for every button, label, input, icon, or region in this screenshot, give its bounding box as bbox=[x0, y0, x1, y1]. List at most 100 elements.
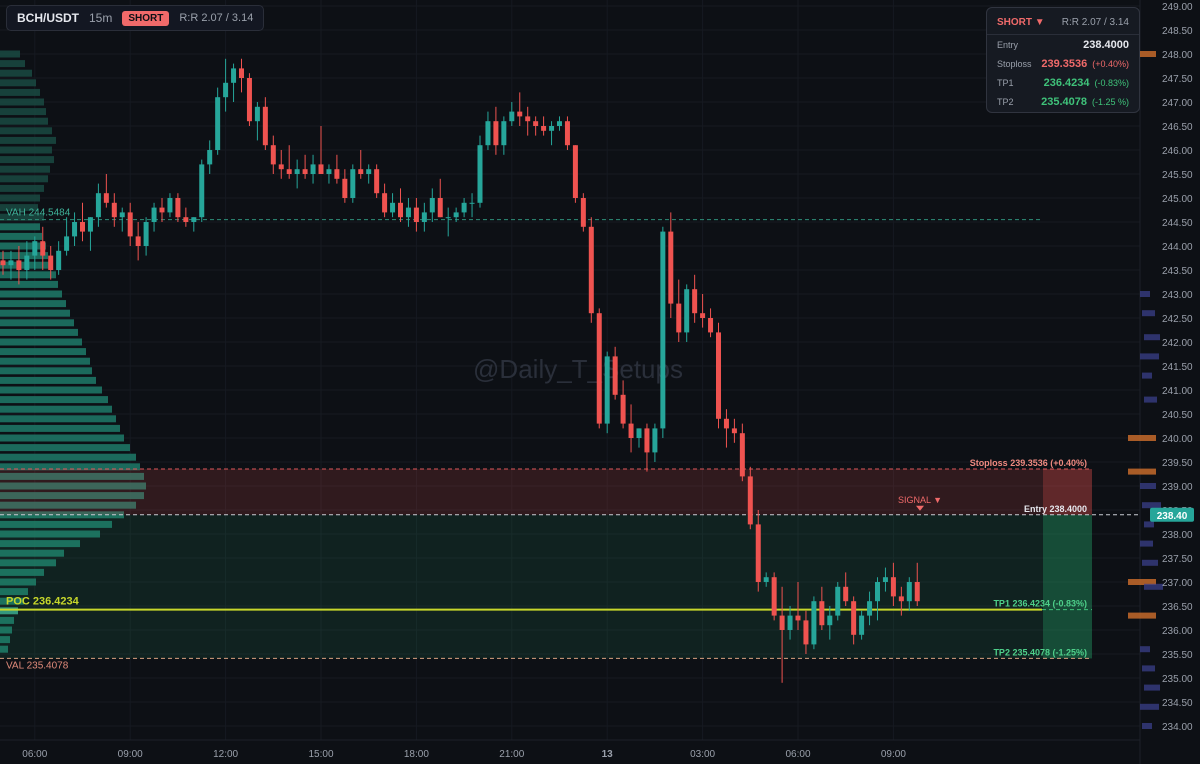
candle-body bbox=[24, 255, 30, 270]
volume-profile-bar bbox=[0, 405, 112, 413]
volume-profile-bar bbox=[0, 88, 40, 96]
panel-value: 238.4000 bbox=[1083, 38, 1129, 51]
price-tick-label: 246.00 bbox=[1162, 146, 1193, 157]
risk-reward-label: R:R 2.07 / 3.14 bbox=[179, 12, 254, 24]
candle-body bbox=[867, 601, 873, 616]
timeframe-label[interactable]: 15m bbox=[89, 11, 113, 25]
price-tick-label: 245.00 bbox=[1162, 194, 1193, 205]
candle-body bbox=[80, 222, 85, 232]
candle-body bbox=[549, 126, 555, 131]
volume-profile-bar bbox=[0, 453, 136, 461]
volume-profile-bar bbox=[0, 434, 124, 442]
signal-label: SIGNAL ▼ bbox=[898, 495, 942, 505]
candle-body bbox=[398, 202, 403, 218]
candle-body bbox=[413, 207, 419, 222]
volume-profile-bar bbox=[0, 578, 36, 586]
candle-body bbox=[461, 202, 467, 213]
candle-body bbox=[819, 601, 825, 626]
panel-rr: R:R 2.07 / 3.14 bbox=[1061, 17, 1129, 28]
price-tick-label: 248.50 bbox=[1162, 26, 1193, 37]
time-tick-label: 03:00 bbox=[690, 749, 715, 760]
candle-body bbox=[882, 577, 888, 582]
candle-body bbox=[517, 111, 523, 117]
volume-profile-bar bbox=[0, 79, 36, 87]
stoploss-zone bbox=[0, 469, 1092, 515]
candle-body bbox=[692, 289, 698, 314]
candle-body bbox=[803, 620, 809, 645]
panel-row-stoploss: Stoploss 239.3536 (+0.40%) bbox=[987, 54, 1139, 73]
volume-profile-bar bbox=[0, 492, 144, 500]
panel-value: 239.3536 bbox=[1041, 57, 1088, 70]
volume-profile-bar bbox=[0, 367, 92, 375]
candle-body bbox=[326, 169, 332, 174]
candle-body bbox=[628, 423, 634, 438]
candle-body bbox=[167, 198, 173, 213]
panel-pct: (+0.40%) bbox=[1092, 58, 1129, 69]
candle-body bbox=[286, 169, 292, 174]
tp1-label: TP1 236.4234 (-0.83%) bbox=[993, 599, 1087, 609]
symbol-label[interactable]: BCH/USDT bbox=[17, 11, 79, 25]
candle-body bbox=[382, 193, 388, 213]
volume-profile-bar bbox=[0, 386, 102, 394]
panel-label: TP1 bbox=[997, 77, 1014, 88]
candle-body bbox=[564, 121, 570, 146]
candle-body bbox=[795, 615, 801, 621]
panel-label: Stoploss bbox=[997, 58, 1032, 69]
candle-body bbox=[541, 126, 547, 131]
volume-profile-bar bbox=[0, 300, 66, 308]
candle-body bbox=[48, 255, 54, 270]
time-tick-label: 09:00 bbox=[118, 749, 143, 760]
volume-profile-bar bbox=[0, 280, 58, 288]
candle-body bbox=[779, 615, 785, 630]
price-tick-label: 237.00 bbox=[1162, 578, 1193, 589]
volume-profile-bar bbox=[0, 357, 90, 365]
axis-liquidity-marker bbox=[1142, 372, 1152, 379]
volume-profile-bar bbox=[0, 472, 144, 480]
volume-profile-bar bbox=[0, 597, 24, 605]
panel-pct: (-1.25 %) bbox=[1091, 96, 1129, 107]
volume-profile-bar bbox=[0, 165, 50, 173]
candle-body bbox=[509, 111, 515, 122]
time-tick-label: 06:00 bbox=[785, 749, 810, 760]
panel-label: Entry bbox=[997, 39, 1019, 50]
candle-body bbox=[890, 577, 896, 597]
candle-body bbox=[350, 169, 356, 198]
axis-liquidity-marker bbox=[1144, 396, 1157, 403]
axis-liquidity-marker bbox=[1140, 703, 1159, 710]
candle-body bbox=[127, 212, 133, 237]
candle-body bbox=[231, 68, 237, 83]
volume-profile-bar bbox=[0, 511, 124, 519]
candle-body bbox=[684, 289, 690, 333]
volume-profile-bar bbox=[0, 645, 8, 653]
candle-body bbox=[843, 586, 849, 602]
candle-body bbox=[302, 169, 308, 174]
volume-profile-bar bbox=[0, 319, 74, 327]
candle-body bbox=[708, 318, 714, 333]
candle-body bbox=[175, 198, 181, 218]
candle-body bbox=[525, 116, 531, 122]
volume-profile-bar bbox=[0, 501, 136, 509]
volume-profile-bar bbox=[0, 588, 28, 596]
volume-profile-bar bbox=[0, 309, 70, 317]
candle-body bbox=[191, 217, 197, 222]
candle-body bbox=[199, 164, 205, 218]
volume-profile-bar bbox=[0, 252, 48, 260]
candle-body bbox=[207, 150, 213, 165]
entry-label: Entry 238.4000 bbox=[1024, 504, 1087, 514]
candle-body bbox=[485, 121, 491, 146]
candle-body bbox=[859, 615, 865, 635]
axis-liquidity-marker bbox=[1128, 468, 1156, 475]
volume-profile-bar bbox=[0, 463, 140, 471]
volume-profile-bar bbox=[0, 540, 80, 548]
axis-liquidity-marker bbox=[1140, 646, 1150, 653]
volume-profile-bar bbox=[0, 69, 32, 77]
time-tick-label: 21:00 bbox=[499, 749, 524, 760]
axis-liquidity-marker bbox=[1140, 353, 1159, 360]
time-tick-label: 18:00 bbox=[404, 749, 429, 760]
candle-body bbox=[390, 202, 396, 213]
price-tick-label: 246.50 bbox=[1162, 122, 1193, 133]
panel-row-tp1: TP1 236.4234 (-0.83%) bbox=[987, 73, 1139, 92]
volume-profile-bar bbox=[0, 204, 38, 212]
candle-body bbox=[239, 68, 244, 78]
